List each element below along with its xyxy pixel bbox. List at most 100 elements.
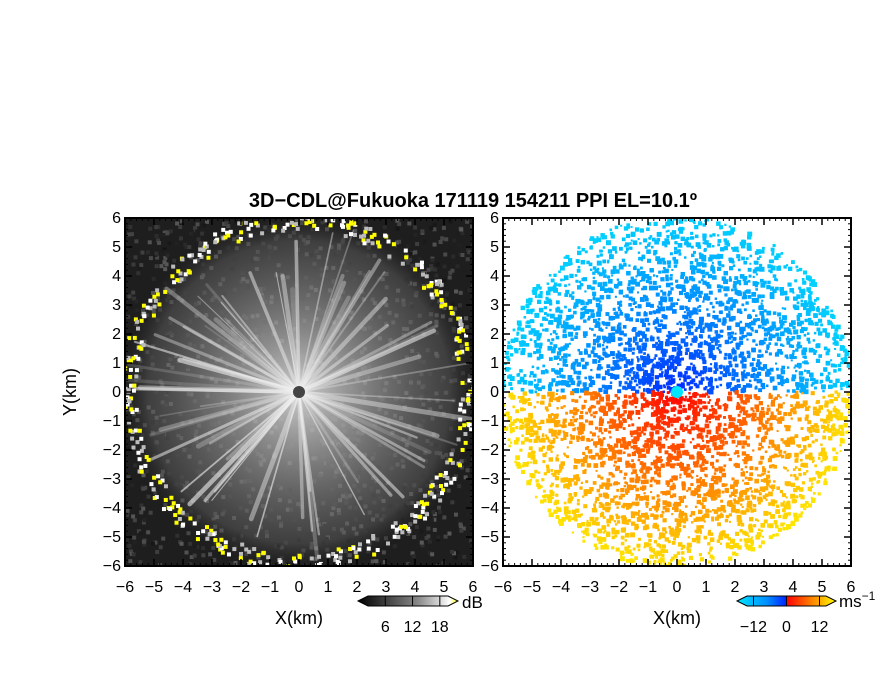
velocity-pixel bbox=[598, 387, 603, 393]
velocity-pixel bbox=[661, 241, 667, 246]
noise-pixel bbox=[201, 553, 206, 558]
velocity-pixel bbox=[664, 409, 669, 414]
noise-pixel bbox=[141, 539, 146, 544]
velocity-pixel bbox=[807, 486, 812, 492]
velocity-pixel bbox=[700, 377, 705, 382]
velocity-pixel bbox=[703, 405, 708, 410]
velocity-pixel bbox=[697, 306, 700, 309]
velocity-pixel bbox=[641, 343, 644, 346]
edge-echo bbox=[219, 537, 224, 542]
velocity-pixel bbox=[595, 469, 598, 472]
velocity-pixel bbox=[616, 324, 620, 327]
edge-echo bbox=[445, 476, 450, 481]
velocity-pixel bbox=[769, 286, 775, 291]
velocity-pixel bbox=[548, 273, 552, 277]
velocity-pixel bbox=[740, 468, 744, 471]
velocity-pixel bbox=[752, 503, 757, 508]
noise-pixel bbox=[450, 268, 455, 273]
velocity-pixel bbox=[684, 515, 688, 519]
velocity-pixel bbox=[644, 495, 650, 501]
velocity-pixel bbox=[617, 423, 623, 429]
velocity-pixel bbox=[658, 459, 662, 464]
velocity-pixel bbox=[728, 353, 732, 357]
noise-pixel bbox=[134, 239, 139, 244]
edge-echo bbox=[221, 227, 226, 232]
edge-echo bbox=[349, 220, 354, 225]
edge-echo bbox=[195, 537, 200, 542]
velocity-pixel bbox=[621, 437, 626, 442]
velocity-pixel bbox=[647, 243, 651, 247]
velocity-pixel bbox=[640, 448, 644, 452]
velocity-pixel bbox=[706, 448, 711, 454]
edge-echo bbox=[456, 356, 461, 361]
velocity-pixel bbox=[680, 275, 685, 280]
velocity-pixel bbox=[750, 490, 754, 493]
noise-pixel bbox=[125, 538, 130, 543]
edge-echo bbox=[460, 380, 465, 385]
noise-pixel bbox=[168, 229, 173, 234]
velocity-pixel bbox=[630, 552, 634, 556]
velocity-pixel bbox=[744, 421, 748, 426]
velocity-pixel bbox=[639, 266, 643, 270]
velocity-pixel bbox=[638, 338, 643, 343]
velocity-pixel bbox=[610, 234, 615, 239]
velocity-pixel bbox=[592, 346, 596, 350]
velocity-pixel bbox=[689, 288, 694, 293]
echo-ray bbox=[297, 390, 320, 561]
noise-pixel bbox=[458, 290, 463, 295]
velocity-pixel bbox=[591, 520, 597, 526]
velocity-pixel bbox=[641, 345, 647, 351]
velocity-pixel bbox=[712, 508, 715, 512]
edge-echo bbox=[441, 488, 446, 493]
velocity-pixel bbox=[749, 477, 753, 481]
edge-echo bbox=[152, 304, 157, 309]
velocity-pixel bbox=[770, 413, 774, 417]
velocity-pixel bbox=[807, 443, 812, 448]
colorbar-tick-label: 6 bbox=[381, 619, 390, 636]
velocity-pixel bbox=[780, 252, 784, 255]
velocity-pixel bbox=[524, 437, 529, 442]
velocity-pixel bbox=[576, 408, 580, 412]
xtick-label: 5 bbox=[440, 579, 449, 596]
velocity-pixel bbox=[736, 254, 741, 259]
velocity-pixel bbox=[681, 558, 686, 562]
velocity-pixel bbox=[795, 485, 800, 491]
velocity-pixel bbox=[773, 480, 776, 483]
velocity-pixel bbox=[534, 295, 538, 299]
noise-pixel bbox=[224, 221, 229, 226]
velocity-pixel bbox=[684, 305, 688, 310]
velocity-pixel bbox=[611, 454, 617, 460]
edge-echo bbox=[331, 218, 336, 223]
velocity-pixel bbox=[709, 301, 713, 305]
velocity-pixel bbox=[683, 314, 689, 320]
velocity-pixel bbox=[643, 422, 649, 428]
velocity-pixel bbox=[764, 486, 769, 491]
velocity-pixel bbox=[705, 508, 710, 513]
edge-echo bbox=[137, 428, 142, 433]
noise-pixel bbox=[127, 543, 132, 548]
velocity-pixel bbox=[592, 342, 597, 346]
echo-ray bbox=[256, 391, 300, 538]
velocity-pixel bbox=[632, 340, 636, 343]
velocity-pixel bbox=[759, 263, 763, 267]
edge-echo bbox=[133, 428, 138, 433]
velocity-pixel bbox=[642, 472, 647, 477]
velocity-pixel bbox=[742, 417, 747, 422]
velocity-pixel bbox=[696, 528, 701, 533]
edge-echo bbox=[415, 262, 420, 267]
velocity-pixel bbox=[693, 339, 697, 343]
velocity-pixel bbox=[835, 451, 839, 455]
velocity-pixel bbox=[640, 318, 645, 324]
velocity-pixel bbox=[536, 393, 540, 397]
noise-pixel bbox=[141, 486, 146, 491]
velocity-pixel bbox=[590, 236, 594, 240]
velocity-pixel bbox=[794, 279, 798, 283]
velocity-pixel bbox=[533, 351, 537, 355]
velocity-pixel bbox=[763, 341, 766, 345]
edge-echo bbox=[255, 223, 260, 228]
edge-echo bbox=[132, 335, 137, 340]
echo-ray bbox=[205, 283, 301, 394]
velocity-pixel bbox=[651, 373, 655, 377]
velocity-pixel bbox=[606, 338, 612, 344]
velocity-pixel bbox=[557, 473, 560, 476]
